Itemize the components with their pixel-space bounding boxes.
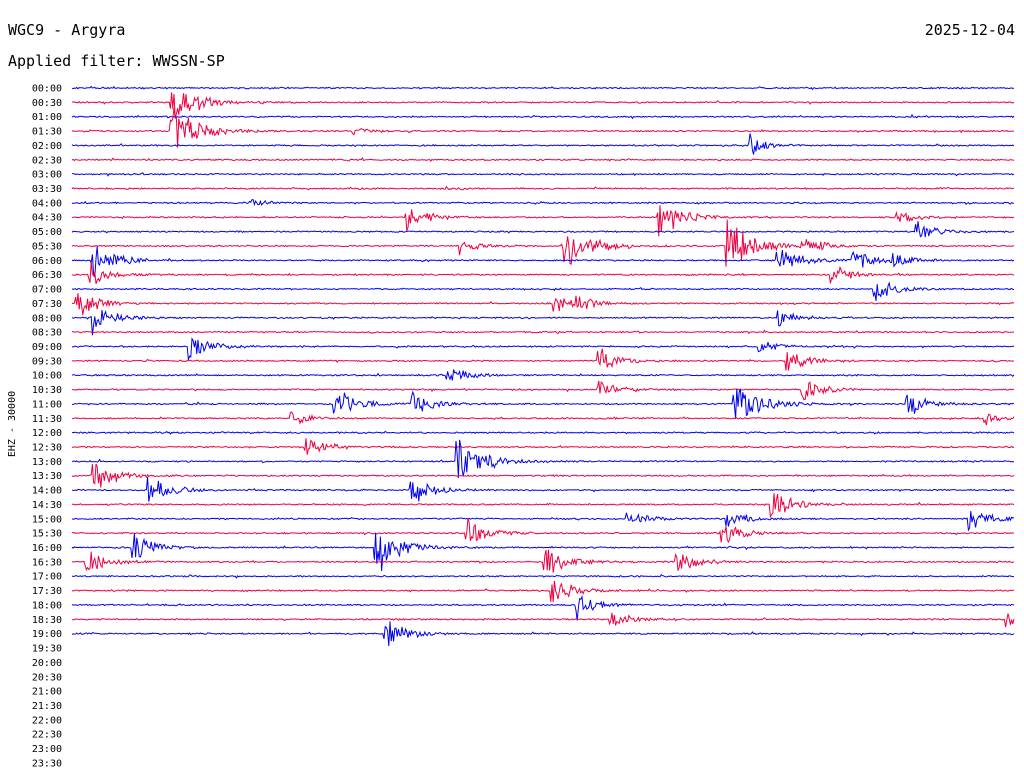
time-label: 16:30 [32,557,62,568]
trace-row-0300 [71,172,1015,177]
time-label: 17:30 [32,586,62,597]
trace-row-0330 [71,185,1015,191]
time-label: 19:00 [32,629,62,640]
time-label: 09:30 [32,356,62,367]
time-label: 18:00 [32,600,62,611]
filter-label: Applied filter: WWSSN-SP [8,52,225,70]
time-label: 14:30 [32,500,62,511]
time-label: 01:30 [32,127,62,138]
time-label: 00:00 [32,84,62,95]
time-label: 08:30 [32,328,62,339]
trace-row-0030 [71,92,1015,119]
trace-row-0000 [71,85,1015,91]
time-label: 12:00 [32,428,62,439]
trace-row-0230 [71,157,1015,162]
trace-row-0100 [71,113,1015,120]
time-label: 07:30 [32,299,62,310]
time-label: 02:00 [32,141,62,152]
time-label: 15:30 [32,529,62,540]
trace-row-0830 [71,329,1014,335]
trace-row-1530 [71,518,1015,543]
time-label: 04:00 [32,198,62,209]
time-label: 05:30 [32,241,62,252]
trace-row-0600 [71,246,1015,278]
trace-row-1700 [72,573,1014,579]
time-label: 11:00 [32,399,62,410]
trace-row-0900 [71,337,1015,361]
time-label: 21:30 [32,701,62,712]
time-label: 11:30 [32,414,62,425]
trace-row-1130 [71,411,1015,426]
time-label: 22:00 [32,715,62,726]
time-label: 09:00 [32,342,62,353]
time-label: 04:30 [32,213,62,224]
time-label: 01:00 [32,112,62,123]
trace-row-1830 [71,612,1015,628]
time-label: 03:00 [32,170,62,181]
time-label: 05:00 [32,227,62,238]
record-date: 2025-12-04 [924,21,1015,39]
trace-row-1200 [71,430,1015,435]
trace-row-1230 [71,438,1015,455]
channel-label: EHZ - 30000 [7,391,18,457]
trace-row-1730 [71,580,1015,603]
time-label: 15:00 [32,514,62,525]
time-label: 20:00 [32,658,62,669]
trace-row-1500 [71,511,1015,532]
trace-row-0930 [71,348,1015,371]
trace-row-0200 [71,133,1015,155]
trace-row-1900 [71,621,1015,647]
time-label: 23:00 [32,744,62,755]
trace-row-1030 [71,380,1015,401]
trace-row-0700 [71,281,1015,301]
time-label: 13:30 [32,471,62,482]
time-label: 00:30 [32,98,62,109]
trace-row-1000 [71,369,1015,381]
time-label: 19:30 [32,644,62,655]
time-label: 16:00 [32,543,62,554]
trace-row-0530 [71,219,1015,267]
trace-row-0500 [71,221,1015,238]
time-label: 23:30 [32,758,62,769]
time-label: 14:00 [32,486,62,497]
time-label: 10:30 [32,385,62,396]
trace-row-1300 [71,439,1015,479]
trace-row-1330 [71,463,1015,488]
station-title: WGC9 - Argyra [8,21,126,39]
trace-row-0400 [71,199,1015,207]
trace-row-1100 [71,388,1015,419]
time-label: 13:00 [32,457,62,468]
trace-row-0430 [71,205,1015,237]
time-label: 10:00 [32,371,62,382]
trace-row-1600 [71,532,1015,572]
time-label: 20:30 [32,672,62,683]
time-label: 18:30 [32,615,62,626]
trace-row-0800 [71,310,1015,336]
trace-row-1630 [71,549,1015,573]
time-label: 21:00 [32,687,62,698]
time-label: 06:30 [32,270,62,281]
time-label: 02:30 [32,155,62,166]
time-label: 03:30 [32,184,62,195]
trace-row-0730 [71,293,1015,316]
trace-row-0630 [71,261,1015,284]
trace-row-1800 [71,594,1015,621]
time-label: 07:00 [32,285,62,296]
time-label: 22:30 [32,730,62,741]
time-label: 17:00 [32,572,62,583]
trace-row-1430 [71,493,1015,519]
trace-row-1400 [71,476,1015,502]
time-label: 12:30 [32,443,62,454]
time-label: 06:00 [32,256,62,267]
trace-row-0130 [71,107,1014,148]
time-label: 08:00 [32,313,62,324]
